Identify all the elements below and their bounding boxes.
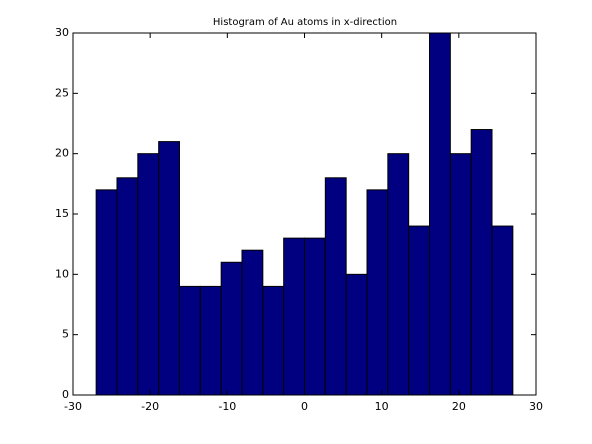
x-tick-label: 20 xyxy=(452,400,466,413)
bar xyxy=(220,261,243,396)
y-tick-label: 0 xyxy=(62,388,69,401)
chart-title: Histogram of Au atoms in x-direction xyxy=(213,17,397,28)
x-tick-label: -30 xyxy=(64,400,82,413)
bar xyxy=(429,32,451,396)
x-tick-label: -10 xyxy=(218,400,236,413)
bar xyxy=(345,273,368,396)
bar xyxy=(178,285,201,396)
x-tick-label: -20 xyxy=(141,400,159,413)
y-tick-label: 20 xyxy=(55,147,69,160)
bar xyxy=(449,153,472,396)
bar xyxy=(470,129,493,396)
bar xyxy=(304,237,326,396)
y-tick-label: 25 xyxy=(55,86,69,99)
bar xyxy=(366,189,389,396)
bar xyxy=(199,285,222,396)
bar xyxy=(491,225,514,396)
bar xyxy=(158,141,180,396)
bar xyxy=(241,249,264,396)
bar xyxy=(408,225,431,396)
bar xyxy=(283,237,306,396)
y-tick-label: 30 xyxy=(55,26,69,39)
bar xyxy=(116,177,139,396)
bar xyxy=(324,177,347,396)
bar xyxy=(95,189,118,396)
x-tick-label: 0 xyxy=(301,400,308,413)
y-tick-label: 10 xyxy=(55,267,69,280)
x-tick-label: 30 xyxy=(529,400,543,413)
y-tick-label: 15 xyxy=(55,207,69,220)
x-tick-label: 10 xyxy=(375,400,389,413)
y-tick-label: 5 xyxy=(62,328,69,341)
bar xyxy=(137,153,160,396)
bar xyxy=(387,153,410,396)
bar xyxy=(262,285,285,396)
